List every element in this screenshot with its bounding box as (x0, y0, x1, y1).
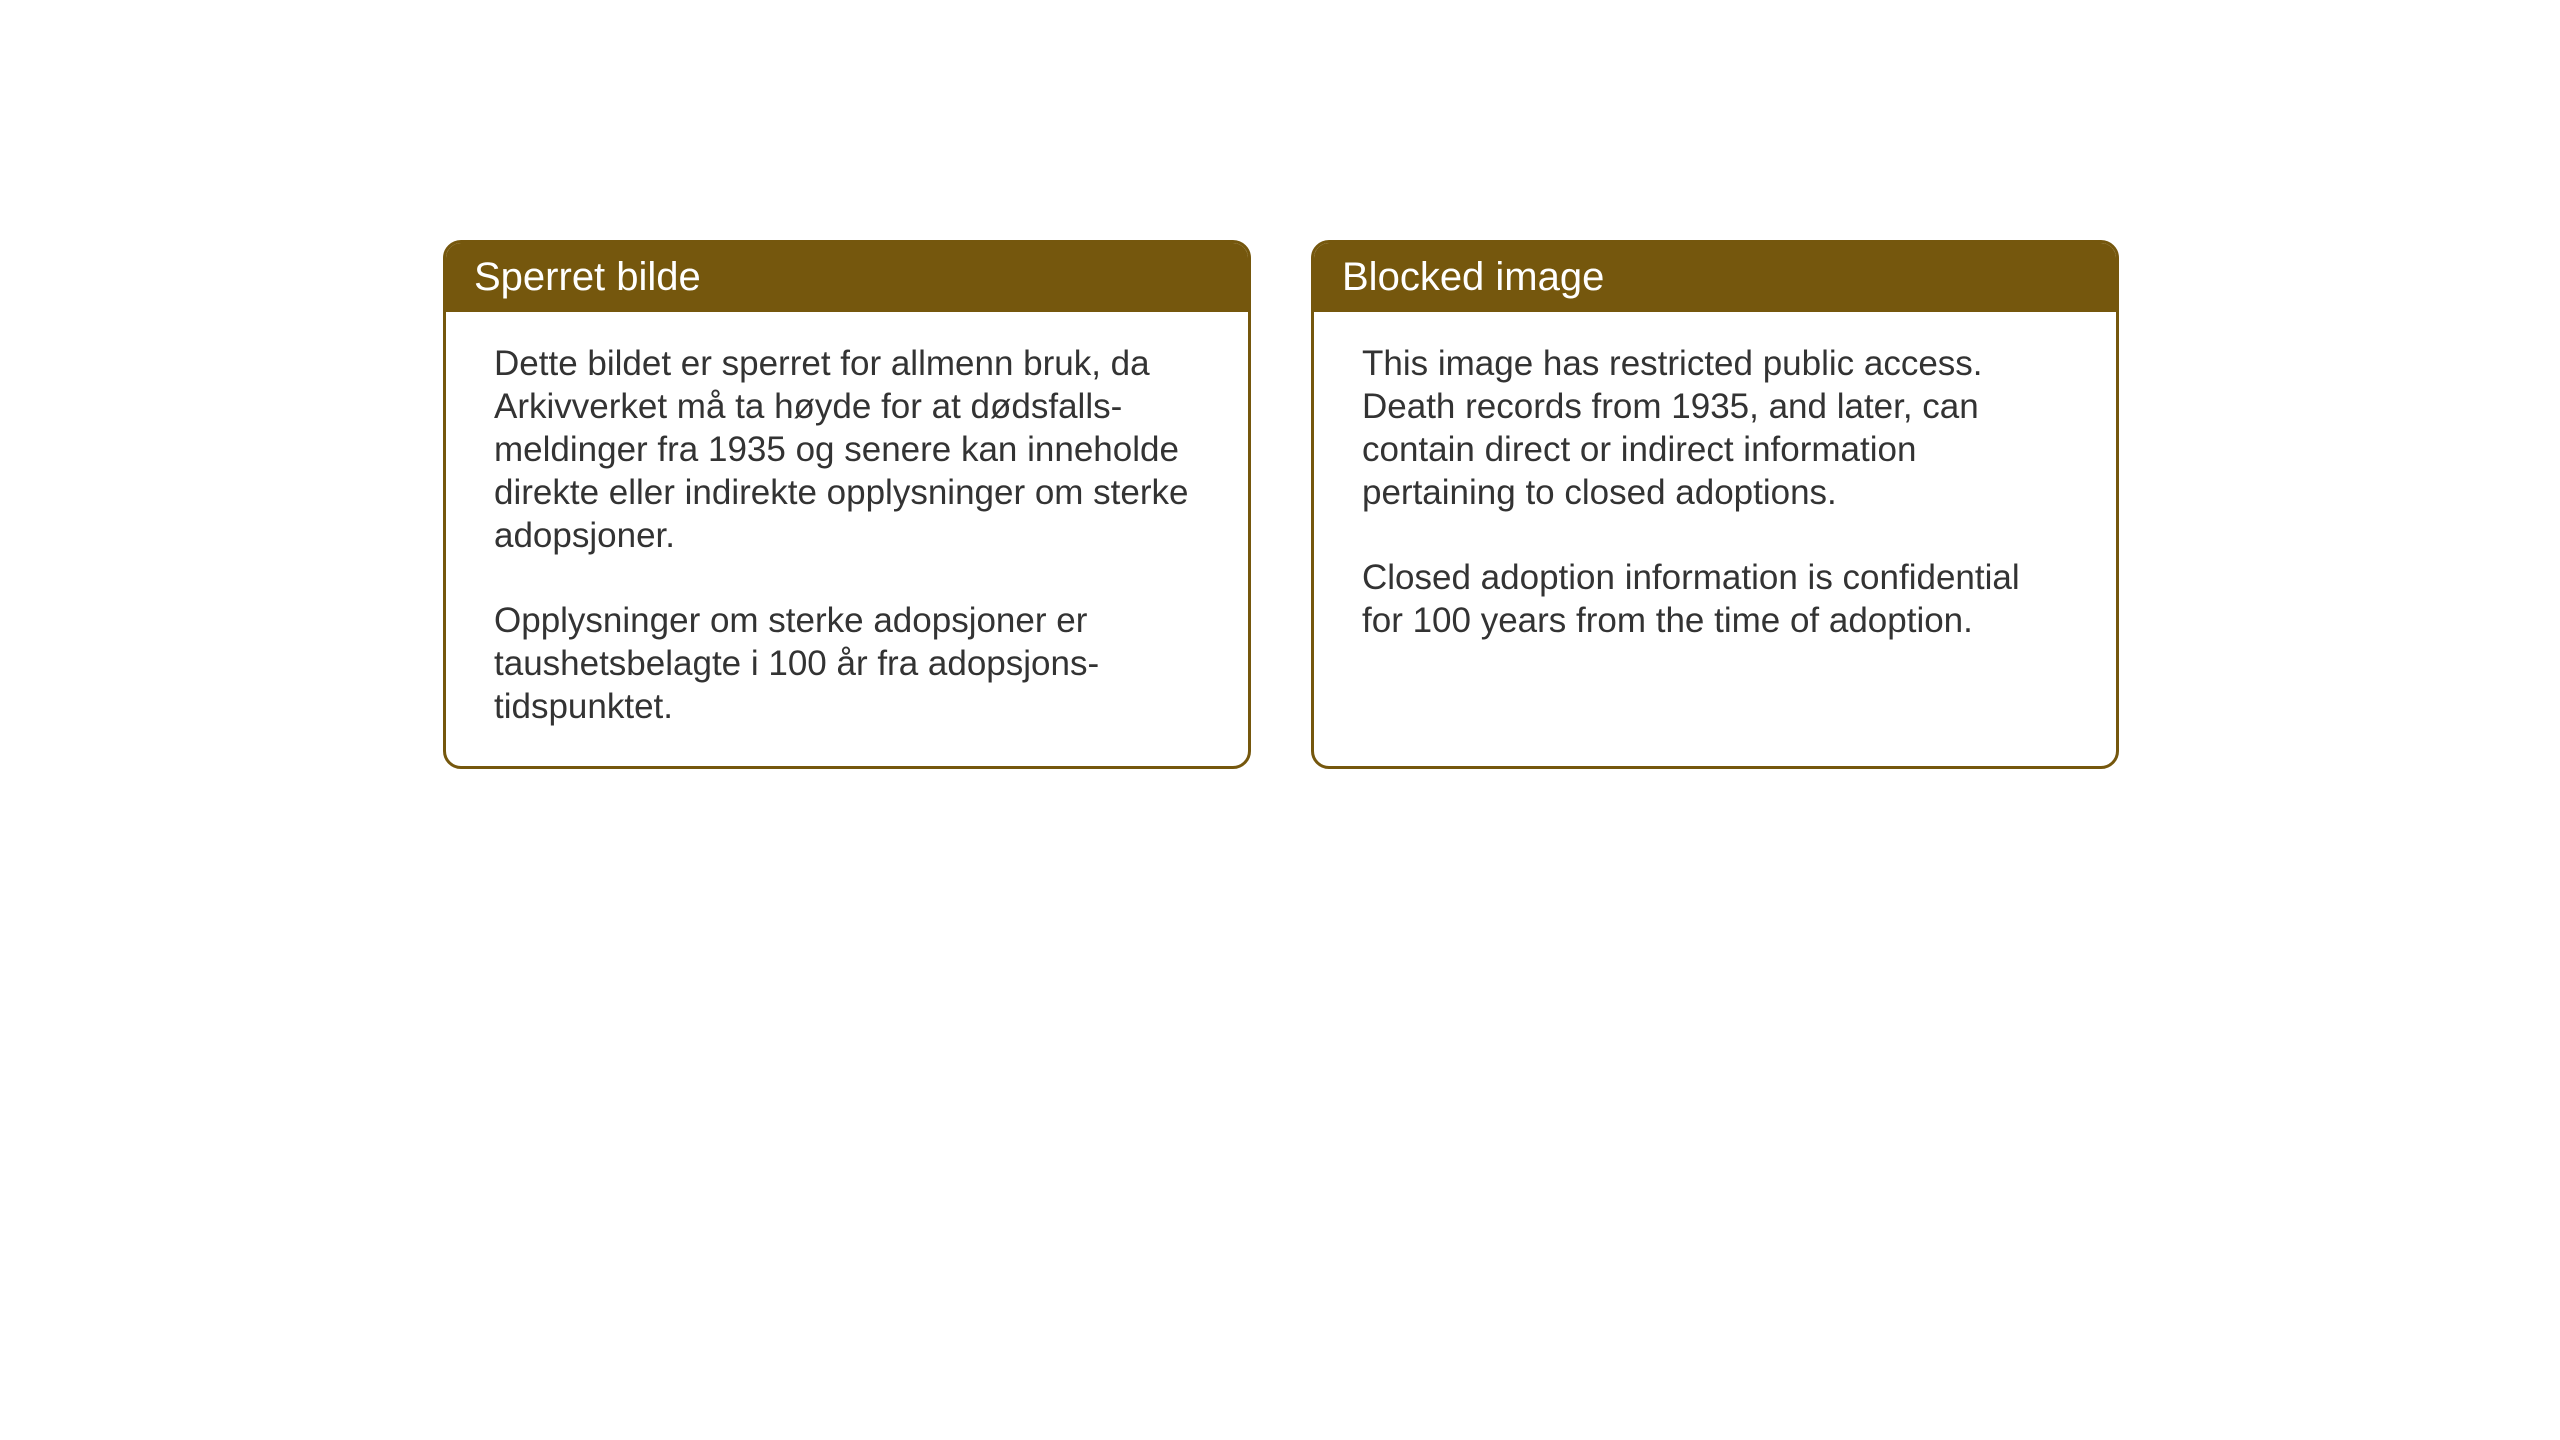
notice-body-english: This image has restricted public access.… (1314, 312, 2116, 712)
notice-body-norwegian: Dette bildet er sperret for allmenn bruk… (446, 312, 1248, 766)
notice-card-english: Blocked image This image has restricted … (1311, 240, 2119, 769)
notice-title-english: Blocked image (1314, 243, 2116, 312)
notice-card-norwegian: Sperret bilde Dette bildet er sperret fo… (443, 240, 1251, 769)
notice-paragraph: Closed adoption information is confident… (1362, 556, 2068, 642)
notice-paragraph: Opplysninger om sterke adopsjoner er tau… (494, 599, 1200, 728)
notice-title-norwegian: Sperret bilde (446, 243, 1248, 312)
notice-container: Sperret bilde Dette bildet er sperret fo… (443, 240, 2119, 769)
notice-paragraph: Dette bildet er sperret for allmenn bruk… (494, 342, 1200, 557)
notice-paragraph: This image has restricted public access.… (1362, 342, 2068, 514)
